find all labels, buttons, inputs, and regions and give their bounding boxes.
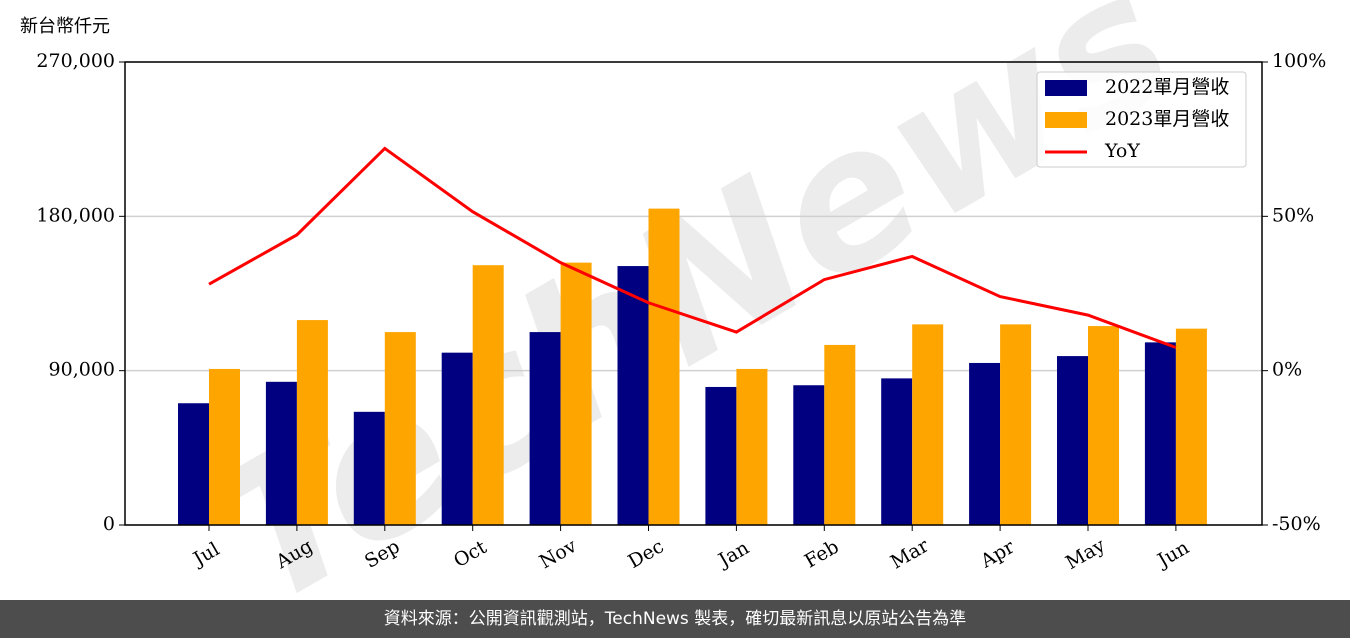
bar [793,385,825,525]
x-tick-label: Nov [536,535,581,574]
x-tick-label: Jan [713,537,753,573]
bar [178,403,209,525]
bar [384,332,416,525]
legend-box [1036,71,1247,168]
bar [353,411,385,525]
line [208,146,1177,349]
bar [1000,324,1032,525]
bar [1175,328,1207,525]
bar [472,265,504,525]
bar [265,381,297,525]
bar [560,262,592,525]
bar [1057,356,1088,525]
bar [441,352,473,525]
plot-frame [124,61,1263,526]
x-tick-label: Feb [801,536,843,573]
y2-tick-label: 0% [1272,359,1302,381]
x-tick-label: Mar [887,534,933,573]
x-tick-label: Jun [1152,537,1193,573]
legend-swatch [1045,112,1087,128]
bar [969,362,1001,525]
x-tick-label: Apr [976,535,1019,572]
bar [209,368,240,525]
legend-label: 2022單月營收 [1105,76,1229,98]
bar [881,378,913,525]
bar [1088,326,1119,525]
chart: 新台幣仟元 TechNews 090,000180,000270,000-50%… [20,0,1326,638]
y2-tick-label: -50% [1272,513,1321,535]
x-tick-label: Jul [188,538,223,571]
bar [824,344,856,525]
bar [736,368,768,525]
bar [529,332,561,525]
y-tick-label: 180,000 [36,204,115,226]
bar [648,208,680,525]
legend-label: YoY [1104,140,1140,162]
footer: 資料來源：公開資訊觀測站，TechNews 製表，確切最新訊息以原站公告為準 [0,600,1350,638]
y-axis-unit: 新台幣仟元 [20,16,110,37]
legend-swatch [1045,80,1087,96]
y-tick-label: 270,000 [36,50,115,72]
bar [912,324,944,525]
y2-tick-label: 100% [1272,50,1326,72]
y2-tick-label: 50% [1272,204,1314,226]
legend-label: 2023單月營收 [1105,108,1229,130]
x-tick-label: May [1062,534,1109,574]
bar [705,386,737,525]
bar [296,320,328,525]
y-tick-label: 90,000 [49,359,115,381]
x-tick-label: Dec [624,535,667,573]
y-tick-label: 0 [103,513,115,535]
bar [617,266,649,525]
bar [1144,342,1176,525]
